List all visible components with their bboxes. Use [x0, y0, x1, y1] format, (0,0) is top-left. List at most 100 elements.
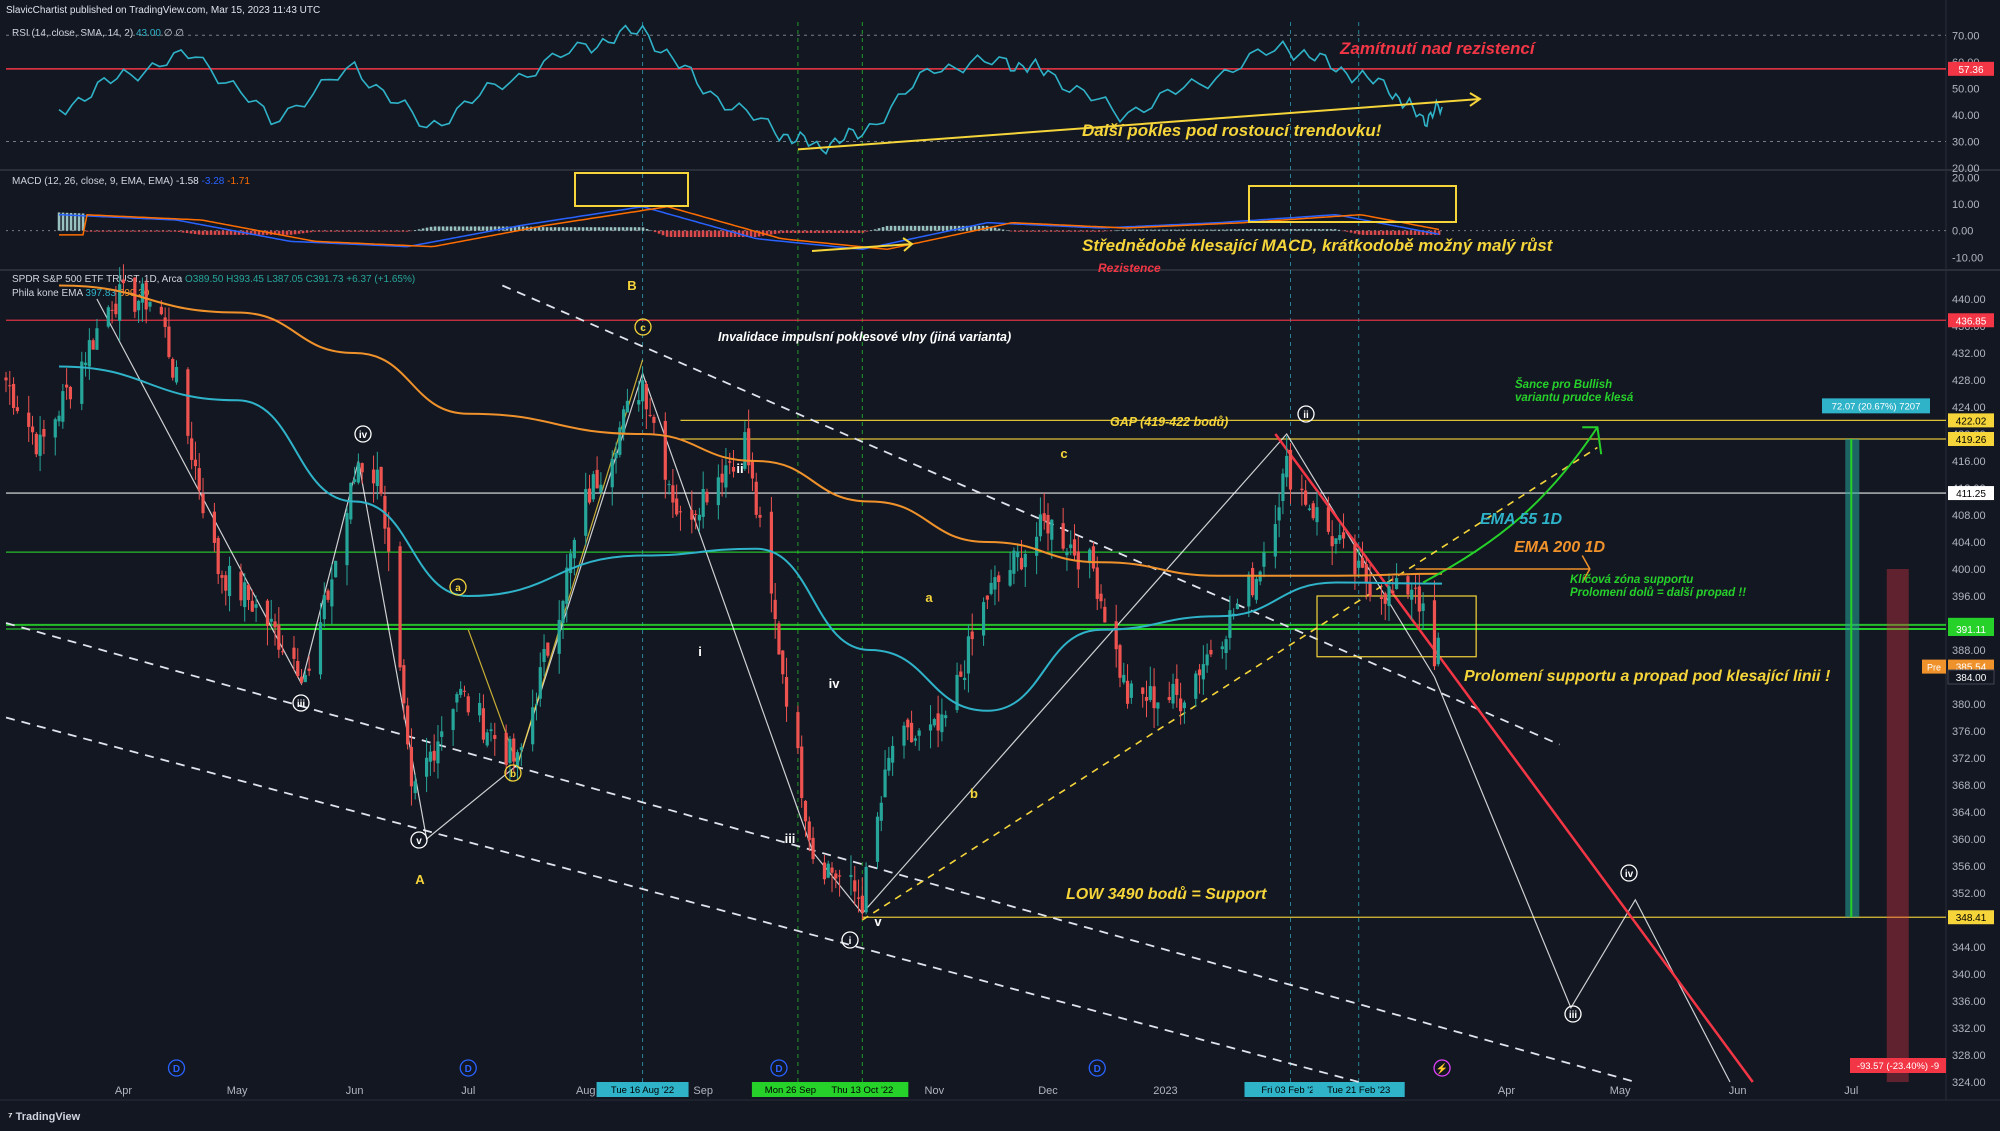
candle-body: [485, 732, 489, 746]
candle-body: [1304, 490, 1308, 505]
downtrend-line: [1274, 433, 1754, 1083]
macd-histogram-bar: [1045, 230, 1049, 232]
candle-body: [481, 708, 486, 740]
candle-body: [705, 491, 709, 503]
candle-body: [250, 600, 254, 612]
macd-value-1: -1.58: [175, 176, 199, 187]
candle-body: [777, 623, 781, 655]
macd-histogram-bar: [989, 226, 993, 231]
candle-body: [565, 567, 569, 604]
macd-histogram-bar: [313, 230, 317, 232]
candle-body: [1224, 639, 1228, 653]
macd-histogram-bar: [201, 230, 205, 235]
macd-histogram-bar: [145, 230, 149, 232]
candle-body: [618, 427, 622, 455]
macd-histogram-bar: [721, 230, 725, 238]
measure-down-label: -93.57 (-23.40%) -9: [1857, 1061, 1939, 1072]
elliott-wave-path: [96, 298, 1731, 1083]
macd-histogram-bar: [1313, 229, 1317, 231]
macd-histogram-bar: [941, 225, 945, 231]
macd-histogram-bar: [277, 230, 281, 235]
candle-body: [690, 510, 694, 520]
price-badge-prefix-bg: [1922, 659, 1946, 674]
date-badge-label: Fri 03 Feb '23: [1261, 1085, 1319, 1096]
candle-body: [800, 746, 804, 798]
macd-signal-line: [59, 205, 1440, 251]
candle-body: [387, 527, 391, 552]
candle-body: [118, 284, 122, 321]
time-axis-label: Jun: [1729, 1085, 1747, 1097]
candle-body: [428, 751, 432, 762]
macd-histogram-bar: [421, 228, 425, 231]
macd-histogram-bar: [1093, 230, 1097, 232]
price-axis-tick: 332.00: [1952, 1023, 1986, 1035]
candle-body: [644, 384, 648, 410]
macd-histogram-bar: [205, 230, 209, 235]
macd-histogram-bar: [1077, 230, 1081, 232]
candle-body: [254, 604, 258, 608]
price-level-badge-label: 348.41: [1956, 913, 1987, 924]
macd-histogram-bar: [309, 230, 313, 233]
candle-body: [379, 466, 383, 494]
candle-body: [743, 432, 747, 469]
candle-body: [716, 477, 720, 506]
candle-body: [519, 747, 523, 751]
macd-histogram-bar: [1049, 230, 1053, 232]
macd-histogram-bar: [193, 230, 197, 235]
candle-body: [932, 719, 936, 726]
macd-histogram-bar: [81, 213, 85, 231]
macd-histogram-bar: [777, 230, 781, 234]
macd-legend[interactable]: MACD (12, 26, close, 9, EMA, EMA) -1.58 …: [12, 176, 250, 187]
candle-body: [269, 618, 273, 622]
macd-histogram-bar: [609, 227, 613, 231]
candle-body: [326, 590, 330, 600]
candle-body: [38, 434, 42, 456]
price-badge-label: 385.54: [1956, 663, 1987, 674]
candle-body: [963, 677, 967, 681]
price-axis-tick: 324.00: [1952, 1077, 1986, 1089]
rsi-legend[interactable]: RSI (14, close, SMA, 14, 2) 43.00 ∅ ∅: [12, 28, 184, 39]
macd-histogram-bar: [345, 230, 349, 232]
macd-histogram-bar: [629, 227, 633, 231]
candle-body: [281, 651, 285, 653]
candle-body: [557, 619, 561, 654]
macd-histogram-bar: [773, 230, 777, 234]
macd-histogram-bar: [213, 230, 217, 235]
candle-body: [356, 463, 360, 483]
macd-histogram-bar: [857, 230, 861, 233]
candle-body: [584, 489, 588, 536]
annotation-ema200: EMA 200 1D: [1514, 539, 1605, 556]
bullish-arrow: [1422, 426, 1599, 584]
macd-histogram-bar: [1073, 230, 1077, 232]
price-badge: [1947, 669, 1995, 685]
macd-histogram-bar: [157, 230, 161, 232]
macd-histogram-bar: [801, 230, 805, 233]
candle-body: [906, 719, 910, 728]
price-axis-tick: 376.00: [1952, 726, 1986, 738]
macd-histogram-bar: [1417, 230, 1421, 235]
candle-body: [997, 575, 1001, 583]
candle-body: [883, 769, 887, 798]
macd-arrow-line: [811, 243, 913, 252]
candle-body: [811, 837, 815, 860]
macd-axis-tick: 0.00: [1952, 226, 1973, 238]
candle-body: [663, 421, 667, 480]
rsi-axis-tick: 30.00: [1952, 136, 1980, 148]
candle-body: [1247, 574, 1251, 607]
symbol-legend[interactable]: SPDR S&P 500 ETF TRUST, 1D, Arca O389.50…: [12, 274, 415, 285]
macd-histogram-bar: [465, 226, 469, 231]
macd-histogram-bar: [621, 227, 625, 231]
tradingview-logo[interactable]: ⁷ TradingView: [8, 1111, 80, 1123]
candle-body: [1391, 590, 1395, 594]
price-axis-tick: 432.00: [1952, 348, 1986, 360]
candle-body: [1300, 488, 1304, 491]
macd-histogram-bar: [337, 230, 341, 232]
candle-body: [1148, 686, 1152, 700]
macd-histogram-bar: [181, 230, 185, 233]
candle-body: [11, 383, 16, 408]
macd-histogram-bar: [1325, 229, 1329, 231]
macd-histogram-bar: [589, 227, 593, 231]
macd-histogram-bar: [793, 230, 797, 233]
price-level-badge-label: 391.11: [1956, 625, 1986, 636]
